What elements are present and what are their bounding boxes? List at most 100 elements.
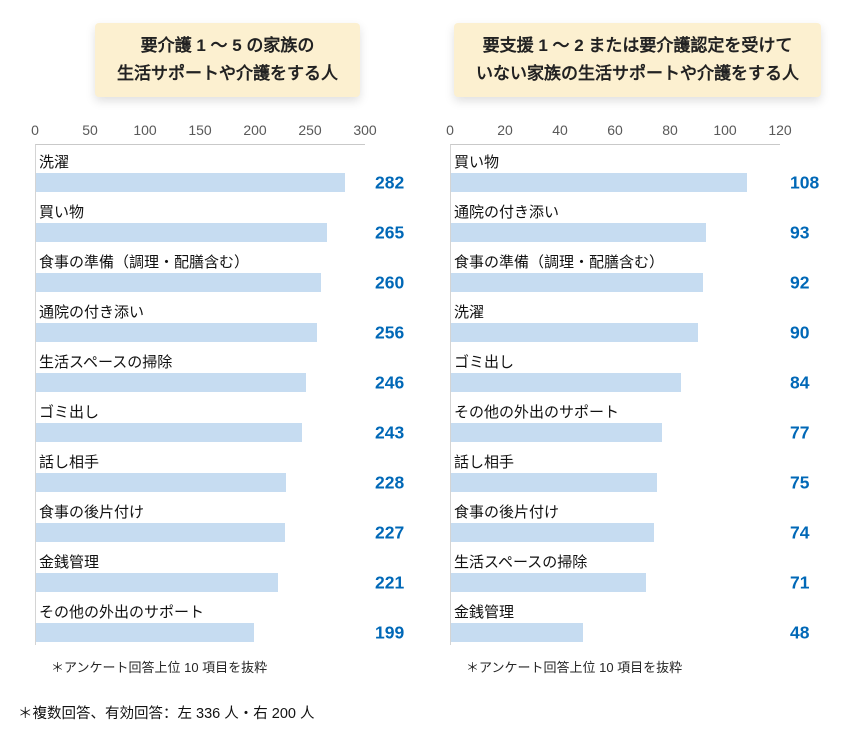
bar bbox=[451, 473, 657, 492]
page-footnote: ＊複数回答、有効回答：左 336 人・右 200 人 bbox=[18, 706, 315, 722]
bar bbox=[451, 373, 682, 392]
bar bbox=[451, 523, 654, 542]
bar-category-label: 話し相手 bbox=[454, 454, 515, 471]
bar-track: 221 bbox=[36, 572, 404, 592]
bar-row: ゴミ出し 84 bbox=[451, 345, 809, 395]
bar bbox=[451, 173, 748, 192]
bar-category-label: 食事の準備（調理・配膳含む） bbox=[454, 254, 665, 271]
chart-title-line: いない家族の生活サポートや介護をする人 bbox=[476, 64, 799, 83]
bar bbox=[36, 273, 322, 292]
bar-track: 75 bbox=[451, 472, 809, 492]
chart-title-wrap: 要支援 1 〜 2 または要介護認定を受けて いない家族の生活サポートや介護をする… bbox=[430, 14, 845, 106]
charts-container: 要介護 1 〜 5 の家族の 生活サポートや介護をする人 0 50 100 150 200… bbox=[31, 14, 845, 676]
bar-row: 買い物 265 bbox=[36, 195, 404, 245]
bar-category-label: ゴミ出し bbox=[39, 404, 100, 421]
bar bbox=[451, 323, 698, 342]
bar-value: 71 bbox=[790, 572, 810, 592]
bar-value: 90 bbox=[790, 322, 810, 342]
chart-note: ＊アンケート回答上位 10 項目を抜粋 bbox=[466, 660, 683, 675]
bar-row: 通院の付き添い 256 bbox=[36, 295, 404, 345]
bar-row: 食事の準備（調理・配膳含む） 260 bbox=[36, 245, 404, 295]
bar-category-label: 生活スペースの掃除 bbox=[454, 554, 588, 571]
bar-track: 228 bbox=[36, 472, 404, 492]
axis-tick-label: 60 bbox=[607, 122, 623, 138]
bar-row: 金銭管理 48 bbox=[451, 595, 809, 645]
x-axis: 0 50 100 150 200 250 300 bbox=[31, 122, 377, 144]
bar-row: 金銭管理 221 bbox=[36, 545, 404, 595]
chart-title-line: 要支援 1 〜 2 または要介護認定を受けて bbox=[482, 35, 793, 55]
x-axis: 0 20 40 60 80 100 120 bbox=[446, 122, 792, 144]
bar-track: 48 bbox=[451, 622, 809, 642]
bar-row: 話し相手 228 bbox=[36, 445, 404, 495]
axis-tick-label: 300 bbox=[353, 122, 377, 138]
bar-value: 246 bbox=[375, 372, 405, 392]
bar-category-label: その他の外出のサポート bbox=[39, 604, 205, 621]
bar bbox=[451, 623, 583, 642]
bar-track: 256 bbox=[36, 322, 404, 342]
bar-row: 食事の後片付け 227 bbox=[36, 495, 404, 545]
axis-tick-label: 100 bbox=[133, 122, 157, 138]
bar bbox=[451, 573, 646, 592]
axis-tick-label: 0 bbox=[446, 122, 454, 138]
chart-title-line: 要介護 1 〜 5 の家族の bbox=[140, 35, 315, 55]
chart-support-level-or-uncertified: 要支援 1 〜 2 または要介護認定を受けて いない家族の生活サポートや介護をする… bbox=[430, 14, 845, 676]
bar-value: 92 bbox=[790, 272, 810, 292]
bar-value: 77 bbox=[790, 422, 810, 442]
bar-row: 通院の付き添い 93 bbox=[451, 195, 809, 245]
bar-track: 260 bbox=[36, 272, 404, 292]
bar-value: 243 bbox=[375, 422, 405, 442]
bar-category-label: 通院の付き添い bbox=[39, 304, 145, 321]
bar-value: 282 bbox=[375, 172, 405, 192]
bar-category-label: 通院の付き添い bbox=[454, 204, 560, 221]
bar-value: 228 bbox=[375, 472, 405, 492]
bar-category-label: 洗濯 bbox=[454, 304, 485, 321]
bar-category-label: 洗濯 bbox=[39, 154, 70, 171]
bar-row: その他の外出のサポート 199 bbox=[36, 595, 404, 645]
chart-title-line: 生活サポートや介護をする人 bbox=[117, 64, 338, 83]
bar-track: 71 bbox=[451, 572, 809, 592]
chart-plot: 0 20 40 60 80 100 120 買い物 108 通院の付き添い 93 食事の準備（調理・… bbox=[446, 122, 819, 676]
bar-track: 74 bbox=[451, 522, 809, 542]
bar bbox=[36, 173, 346, 192]
bar bbox=[36, 523, 285, 542]
bar bbox=[36, 323, 317, 342]
bar-track: 282 bbox=[36, 172, 404, 192]
bar-value: 227 bbox=[375, 522, 405, 542]
bar-track: 92 bbox=[451, 272, 809, 292]
bar-value: 74 bbox=[790, 522, 810, 542]
bar-category-label: 生活スペースの掃除 bbox=[39, 354, 173, 371]
bar-category-label: 食事の後片付け bbox=[39, 504, 145, 521]
bar-rows: 洗濯 282 買い物 265 食事の準備（調理・配膳含む） 260 通院の付き添い 256 生活… bbox=[35, 144, 404, 645]
chart-care-level-1-5: 要介護 1 〜 5 の家族の 生活サポートや介護をする人 0 50 100 150 200… bbox=[31, 14, 420, 676]
bar-row: 洗濯 90 bbox=[451, 295, 809, 345]
bar-category-label: 買い物 bbox=[454, 154, 500, 171]
axis-tick-label: 20 bbox=[497, 122, 513, 138]
bar-track: 84 bbox=[451, 372, 809, 392]
bar-category-label: 話し相手 bbox=[39, 454, 100, 471]
bar-category-label: 食事の準備（調理・配膳含む） bbox=[39, 254, 250, 271]
bar-rows: 買い物 108 通院の付き添い 93 食事の準備（調理・配膳含む） 92 洗濯 90 ゴミ出し 8… bbox=[450, 144, 819, 645]
bar-value: 221 bbox=[375, 572, 405, 592]
bar-category-label: 金銭管理 bbox=[454, 604, 515, 621]
bar bbox=[36, 623, 255, 642]
axis-tick-label: 120 bbox=[768, 122, 792, 138]
bar-track: 246 bbox=[36, 372, 404, 392]
axis-tick-label: 200 bbox=[243, 122, 267, 138]
bar-category-label: その他の外出のサポート bbox=[454, 404, 620, 421]
bar-category-label: 食事の後片付け bbox=[454, 504, 560, 521]
axis-tick-label: 250 bbox=[298, 122, 322, 138]
bar-row: ゴミ出し 243 bbox=[36, 395, 404, 445]
bar-category-label: 金銭管理 bbox=[39, 554, 100, 571]
bar-value: 48 bbox=[790, 622, 810, 642]
bar-row: 買い物 108 bbox=[451, 145, 819, 195]
bar bbox=[451, 423, 663, 442]
bar-row: 生活スペースの掃除 71 bbox=[451, 545, 809, 595]
bar-row: 洗濯 282 bbox=[36, 145, 404, 195]
bar-track: 90 bbox=[451, 322, 809, 342]
bar-value: 93 bbox=[790, 222, 810, 242]
bar-value: 75 bbox=[790, 472, 810, 492]
bar-value: 199 bbox=[375, 622, 405, 642]
chart-note: ＊アンケート回答上位 10 項目を抜粋 bbox=[51, 660, 268, 675]
chart-plot: 0 50 100 150 200 250 300 洗濯 282 買い物 265 食事の準備（調理・配… bbox=[31, 122, 404, 676]
bar-category-label: 買い物 bbox=[39, 204, 85, 221]
